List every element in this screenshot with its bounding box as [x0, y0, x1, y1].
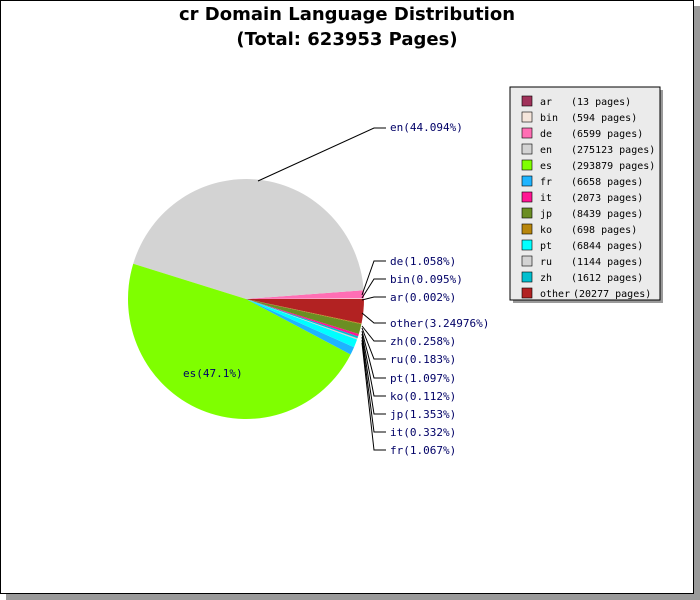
- pie-slice-it: [246, 299, 359, 337]
- slice-label-ko: ko(0.112%): [390, 390, 456, 403]
- legend-swatch-ar: [521, 95, 533, 107]
- legend-count-bin: (594 pages): [571, 113, 637, 124]
- legend-count-de: (6599 pages): [571, 129, 643, 140]
- leader-line-ko: [361, 333, 386, 397]
- legend-count-pt: (6844 pages): [571, 241, 643, 252]
- legend-swatch-fr: [521, 175, 533, 187]
- leader-line-bin: [361, 278, 386, 299]
- leader-line-ru: [361, 327, 386, 360]
- legend-name-ar: ar: [540, 97, 552, 108]
- legend: ar (13 pages) bin (594 pages) de (6599 pages)…: [509, 86, 663, 303]
- legend-swatch-en: [521, 143, 533, 155]
- slice-label-en: en(44.094%): [390, 121, 463, 134]
- legend-swatch-zh: [521, 271, 533, 283]
- legend-swatch-other: [521, 287, 533, 299]
- pie-slices: [127, 178, 365, 419]
- pie-slice-pt: [246, 299, 358, 348]
- pie-slice-bin: [246, 298, 365, 299]
- leader-line-en: [257, 127, 386, 182]
- slice-label-pt: pt(1.097%): [390, 372, 456, 385]
- slice-label-jp: jp(1.353%): [390, 408, 456, 421]
- legend-name-pt: pt: [540, 241, 552, 252]
- slice-label-ru: ru(0.183%): [390, 353, 456, 366]
- leader-line-it: [361, 339, 386, 433]
- legend-count-ru: (1144 pages): [571, 257, 643, 268]
- pie-slice-jp: [246, 299, 362, 335]
- leader-line-ar: [361, 296, 386, 301]
- leader-line-de: [361, 260, 386, 296]
- pie-slice-de: [246, 290, 364, 299]
- slice-label-it: it(0.332%): [390, 426, 456, 439]
- legend-swatch-ko: [521, 223, 533, 235]
- legend-name-ru: ru: [540, 257, 552, 268]
- legend-swatch-pt: [521, 239, 533, 251]
- leader-line-zh: [361, 325, 386, 342]
- legend-name-en: en: [540, 145, 552, 156]
- legend-name-bin: bin: [540, 113, 558, 124]
- legend-count-it: (2073 pages): [571, 193, 643, 204]
- legend-count-ar: (13 pages): [571, 97, 631, 108]
- slice-label-other: other(3.24976%): [390, 317, 489, 330]
- legend-count-ko: (698 pages): [571, 225, 637, 236]
- pie-slice-es: [127, 263, 351, 419]
- legend-name-de: de: [540, 129, 552, 140]
- legend-name-zh: zh: [540, 273, 552, 284]
- legend-swatch-es: [521, 159, 533, 171]
- leader-line-fr: [361, 342, 386, 451]
- slice-label-ar: ar(0.002%): [390, 291, 456, 304]
- legend-name-ko: ko: [540, 225, 552, 236]
- legend-box: [509, 86, 661, 301]
- legend-count-zh: (1612 pages): [571, 273, 643, 284]
- pie-slice-fr: [246, 299, 355, 355]
- legend-swatch-bin: [521, 111, 533, 123]
- leader-line-jp: [361, 336, 386, 415]
- legend-count-other: (20277 pages): [573, 289, 651, 300]
- leader-line-other: [361, 312, 386, 324]
- slice-label-es: es(47.1%): [183, 367, 243, 380]
- pie-slice-zh: [246, 299, 359, 339]
- slice-label-bin: bin(0.095%): [390, 273, 463, 286]
- slice-label-zh: zh(0.258%): [390, 335, 456, 348]
- legend-name-it: it: [540, 193, 552, 204]
- pie-slice-ko: [246, 299, 362, 325]
- slice-labels: en(44.094%) es(47.1%) de(1.058%) bin(0.095%…: [183, 121, 489, 457]
- pie-slice-en: [133, 178, 364, 299]
- legend-swatch-it: [521, 191, 533, 203]
- chart-title: cr Domain Language Distribution: [178, 4, 516, 25]
- slice-label-fr: fr(1.067%): [390, 444, 456, 457]
- leader-line-pt: [361, 330, 386, 379]
- legend-name-fr: fr: [540, 177, 552, 188]
- legend-swatch-de: [521, 127, 533, 139]
- legend-count-jp: (8439 pages): [571, 209, 643, 220]
- legend-name-jp: jp: [540, 209, 552, 220]
- legend-name-other: other: [540, 289, 570, 300]
- chart-subtitle: (Total: 623953 Pages): [236, 29, 458, 50]
- legend-swatch-jp: [521, 207, 533, 219]
- pie-slice-ru: [246, 299, 358, 340]
- legend-count-en: (275123 pages): [571, 145, 655, 156]
- pie-slice-other: [246, 299, 364, 324]
- legend-name-es: es: [540, 161, 552, 172]
- slice-label-de: de(1.058%): [390, 255, 456, 268]
- legend-swatch-ru: [521, 255, 533, 267]
- legend-count-fr: (6658 pages): [571, 177, 643, 188]
- legend-count-es: (293879 pages): [571, 161, 655, 172]
